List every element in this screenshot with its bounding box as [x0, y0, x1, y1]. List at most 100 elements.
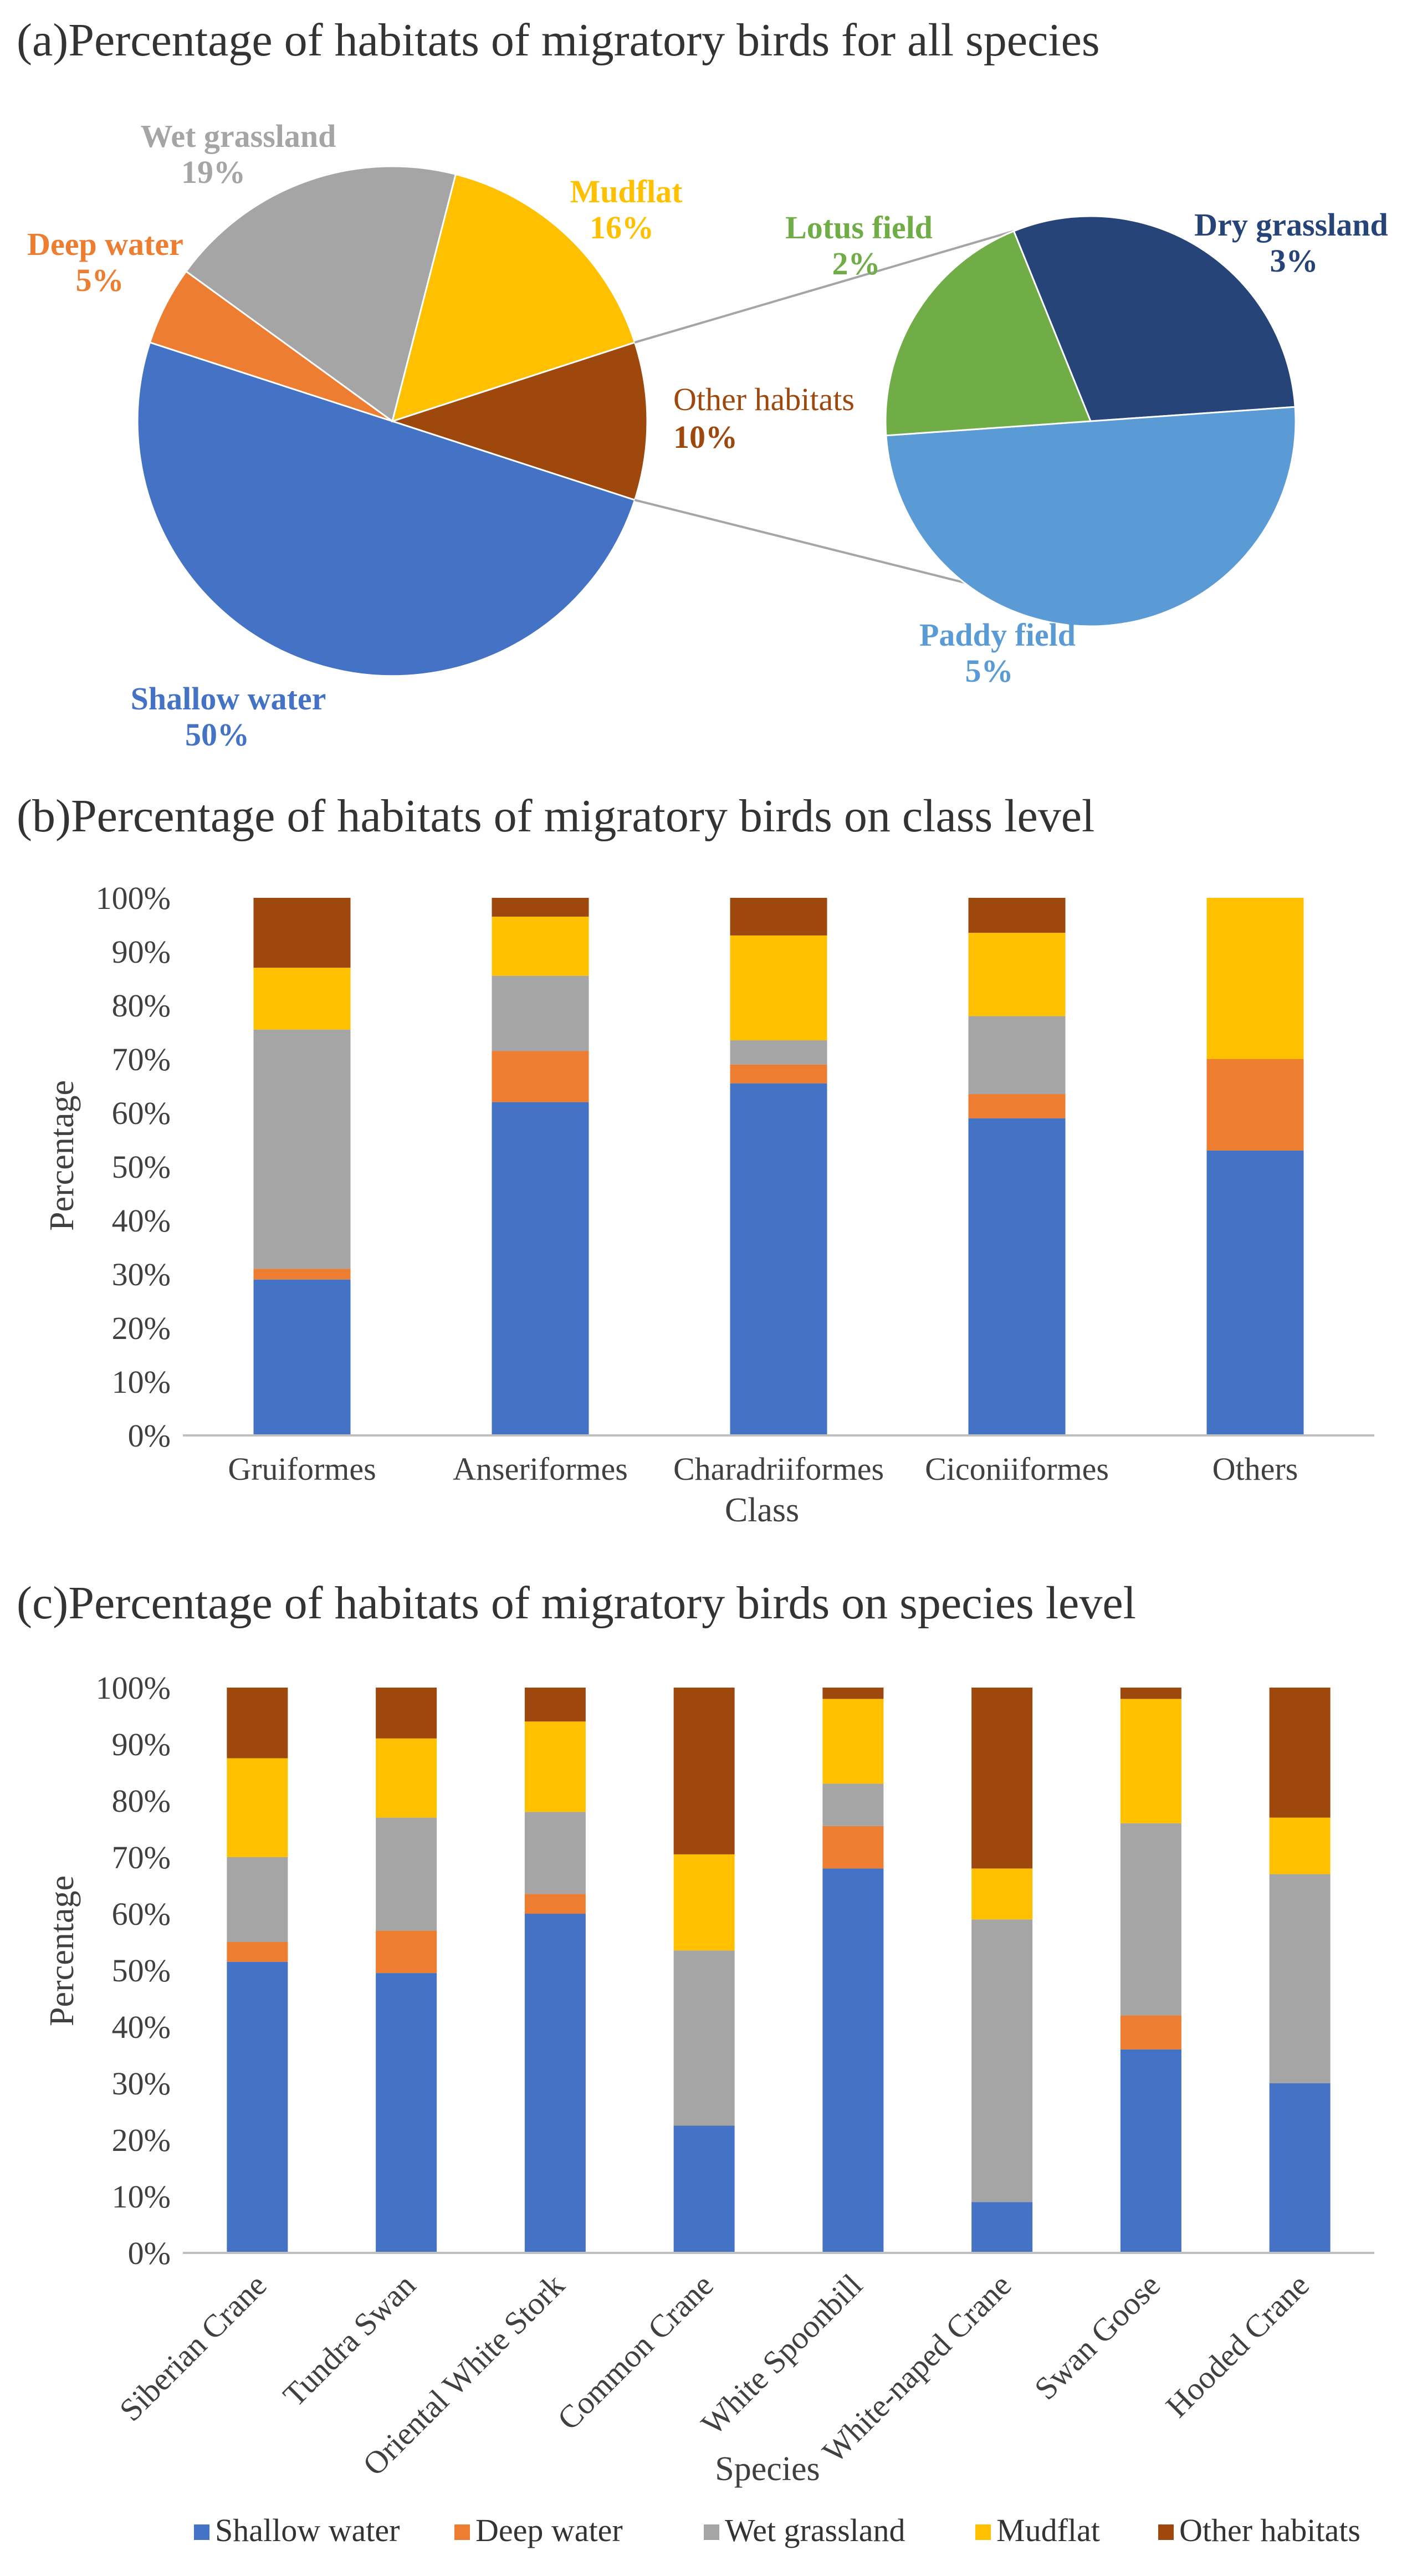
legend-swatch-mudflat: [975, 2524, 991, 2540]
species-bar-oriental-white-stork-other-habitats: [524, 1688, 586, 1722]
class-category-label: Anseriformes: [453, 1451, 628, 1487]
species-bar-white-naped-crane-other-habitats: [971, 1688, 1033, 1869]
class-ytick-label: 100%: [96, 880, 171, 916]
species-bar-white-spoonbill-wet-grassland: [822, 1783, 884, 1826]
class-bar-anseriformes-wet-grassland: [492, 975, 589, 1051]
panel-c-title: (c)Percentage of habitats of migratory b…: [17, 1577, 1136, 1629]
legend-swatch-shallow-water: [194, 2524, 209, 2540]
class-ytick-label: 50%: [112, 1149, 171, 1185]
species-bar-white-spoonbill-mudflat: [822, 1699, 884, 1784]
species-bar-swan-goose-other-habitats: [1120, 1688, 1181, 1699]
class-bar-charadriiformes-deep-water: [730, 1064, 827, 1083]
pct-paddy-field: 5%: [965, 653, 1014, 689]
species-ytick-label: 40%: [112, 2009, 171, 2045]
legend: Shallow water Deep water Wet grassland Mudf…: [194, 2512, 1360, 2548]
panel-b-title: (b)Percentage of habitats of migratory b…: [17, 790, 1094, 842]
label-other-habitats: Other habitats: [673, 381, 855, 417]
class-category-label: Charadriiformes: [673, 1451, 884, 1487]
species-bar-white-spoonbill-other-habitats: [822, 1688, 884, 1699]
breakdown-slice-lotus-field: [884, 229, 1092, 437]
species-bar-hooded-crane-wet-grassland: [1269, 1874, 1331, 2083]
label-deep-water: Deep water: [27, 226, 183, 262]
class-bar-ciconiiformes-deep-water: [968, 1094, 1066, 1118]
class-ytick-label: 70%: [112, 1041, 171, 1077]
species-bar-oriental-white-stork-shallow-water: [524, 1914, 586, 2253]
panel-a-title: (a)Percentage of habitats of migratory b…: [17, 14, 1100, 66]
class-bar-others-mudflat: [1206, 898, 1304, 1059]
class-bar-ciconiiformes-other-habitats: [968, 898, 1066, 933]
class-bar-anseriformes-mudflat: [492, 916, 589, 976]
legend-label-other-habitats: Other habitats: [1179, 2512, 1360, 2548]
species-ytick-label: 50%: [112, 1953, 171, 1989]
class-bar-charadriiformes-shallow-water: [730, 1083, 827, 1435]
species-ytick-label: 20%: [112, 2122, 171, 2158]
species-bar-siberian-crane-other-habitats: [227, 1688, 288, 1759]
panel-c-ylabel: Percentage: [43, 1875, 81, 2026]
connector-line-top: [634, 230, 1014, 344]
pie-slice-deep-water: [149, 270, 393, 422]
species-category-label: Hooded Crane: [1159, 2267, 1316, 2424]
class-bar-charadriiformes-other-habitats: [730, 898, 827, 936]
label-wet-grassland: Wet grassland: [141, 118, 336, 154]
pct-other-habitats: 10%: [673, 419, 738, 455]
class-bar-gruiformes-wet-grassland: [253, 1029, 351, 1269]
class-ytick-label: 40%: [112, 1203, 171, 1239]
legend-swatch-other-habitats: [1158, 2524, 1174, 2540]
panel-c-bars: 0% 10% 20% 30% 40% 50% 60% 70% 80% 90% 100% Siberia…: [96, 1670, 1374, 2482]
legend-swatch-deep-water: [454, 2524, 470, 2540]
species-ytick-label: 30%: [112, 2066, 171, 2102]
species-bar-oriental-white-stork-wet-grassland: [524, 1812, 586, 1894]
species-ytick-label: 90%: [112, 1726, 171, 1762]
class-ytick-label: 60%: [112, 1095, 171, 1131]
class-ytick-label: 30%: [112, 1256, 171, 1292]
class-category-label: Ciconiiformes: [925, 1451, 1109, 1487]
panel-b-ylabel: Percentage: [43, 1080, 81, 1231]
class-bar-gruiformes-deep-water: [253, 1269, 351, 1280]
label-lotus-field: Lotus field: [785, 209, 933, 246]
breakdown-pie: [884, 215, 1297, 627]
species-bar-white-naped-crane-shallow-water: [971, 2202, 1033, 2253]
species-bar-white-naped-crane-mudflat: [971, 1868, 1033, 1920]
class-bar-ciconiiformes-wet-grassland: [968, 1016, 1066, 1095]
pie-slice-wet-grassland: [185, 165, 457, 423]
panel-c-xlabel: Species: [715, 2450, 820, 2488]
class-bar-charadriiformes-mudflat: [730, 935, 827, 1041]
species-bar-swan-goose-deep-water: [1120, 2015, 1181, 2049]
species-bar-siberian-crane-wet-grassland: [227, 1857, 288, 1942]
species-ytick-label: 100%: [96, 1670, 171, 1706]
species-bar-common-crane-mudflat: [673, 1854, 735, 1951]
species-bar-common-crane-shallow-water: [673, 2125, 735, 2253]
class-bar-others-deep-water: [1206, 1059, 1304, 1151]
panel-b-bars: 0% 10% 20% 30% 40% 50% 60% 70% 80% 90% 100% Gruifor…: [96, 880, 1374, 1487]
panel-b-xlabel: Class: [725, 1491, 799, 1529]
species-bar-siberian-crane-shallow-water: [227, 1961, 288, 2253]
species-category-label: Common Crane: [550, 2267, 720, 2437]
species-ytick-label: 0%: [128, 2235, 171, 2271]
class-ytick-label: 0%: [128, 1418, 171, 1454]
class-bar-gruiformes-shallow-water: [253, 1279, 351, 1435]
species-bar-oriental-white-stork-deep-water: [524, 1894, 586, 1914]
pct-shallow-water: 50%: [185, 717, 249, 753]
class-bar-gruiformes-mudflat: [253, 968, 351, 1030]
class-ytick-label: 90%: [112, 934, 171, 970]
species-ytick-label: 70%: [112, 1839, 171, 1875]
species-bar-swan-goose-wet-grassland: [1120, 1823, 1181, 2016]
label-shallow-water: Shallow water: [131, 681, 326, 717]
species-bar-siberian-crane-mudflat: [227, 1758, 288, 1857]
species-bar-swan-goose-mudflat: [1120, 1699, 1181, 1823]
class-bar-others-shallow-water: [1206, 1150, 1304, 1435]
species-ytick-label: 80%: [112, 1783, 171, 1819]
species-bar-siberian-crane-deep-water: [227, 1942, 288, 1962]
species-bar-tundra-swan-shallow-water: [376, 1973, 437, 2253]
legend-label-mudflat: Mudflat: [996, 2512, 1100, 2548]
species-bar-white-naped-crane-wet-grassland: [971, 1919, 1033, 2202]
class-category-label: Others: [1213, 1451, 1298, 1487]
class-ytick-label: 80%: [112, 988, 171, 1024]
label-mudflat: Mudflat: [570, 173, 683, 209]
class-bar-charadriiformes-wet-grassland: [730, 1040, 827, 1065]
class-category-label: Gruiformes: [228, 1451, 376, 1487]
pct-mudflat: 16%: [590, 209, 654, 246]
pct-wet-grassland: 19%: [181, 154, 245, 190]
species-bar-white-spoonbill-deep-water: [822, 1826, 884, 1869]
pie-slice-shallow-water: [136, 341, 636, 677]
